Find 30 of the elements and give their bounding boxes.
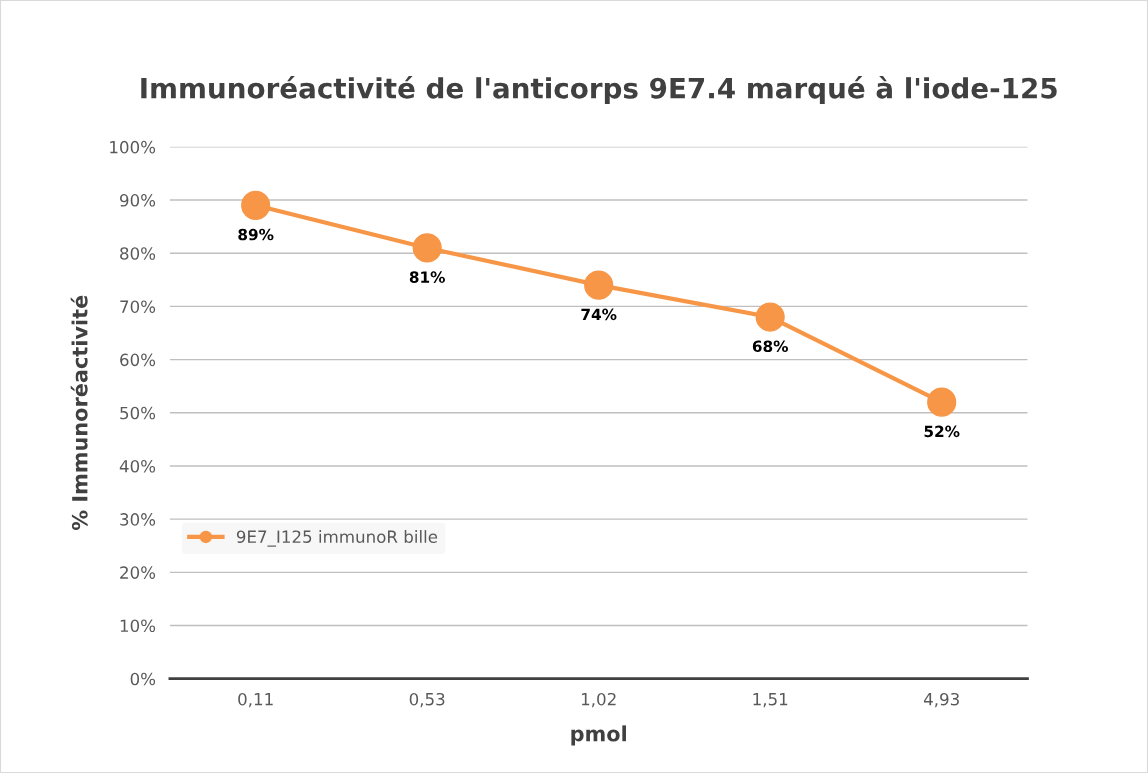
y-tick-label: 30% <box>120 513 156 526</box>
y-tick-label: 70% <box>120 300 156 313</box>
point <box>412 233 442 263</box>
y-tick-label: 100% <box>110 140 156 154</box>
point <box>755 302 785 332</box>
y-tick-label: 60% <box>120 353 156 367</box>
x-tick-label: 1,51 <box>753 693 788 708</box>
y-tick-label: 0% <box>130 672 156 686</box>
y-tick-label: 20% <box>120 566 156 579</box>
y-tick-label: 40% <box>119 459 156 473</box>
y-tick-label: 90% <box>120 194 156 207</box>
y-tick-label: 80% <box>120 247 156 260</box>
data-label: 52% <box>924 425 960 438</box>
x-tick-label: 4,93 <box>923 692 959 708</box>
x-axis-title: pmol <box>571 725 626 746</box>
x-tick-label: 0,11 <box>238 692 273 708</box>
point <box>241 190 271 220</box>
data-label: 89% <box>238 228 274 241</box>
y-tick-label: 10% <box>120 619 156 633</box>
data-label: 68% <box>752 340 788 353</box>
x-tick-label: 0,53 <box>409 692 445 708</box>
y-axis-title: % Immunoréactivité <box>70 295 88 531</box>
point <box>584 270 614 300</box>
legend-label: 9E7_I125 immunoR bille <box>236 530 438 547</box>
y-tick-label: 50% <box>120 406 156 420</box>
data-label: 81% <box>409 271 445 283</box>
x-tick-label: 1,02 <box>581 692 616 708</box>
data-label: 74% <box>581 308 617 321</box>
chart-title: Immunoréactivité de l'anticorps 9E7.4 marqué à l'iode-125 <box>141 76 1057 105</box>
point <box>927 387 957 417</box>
